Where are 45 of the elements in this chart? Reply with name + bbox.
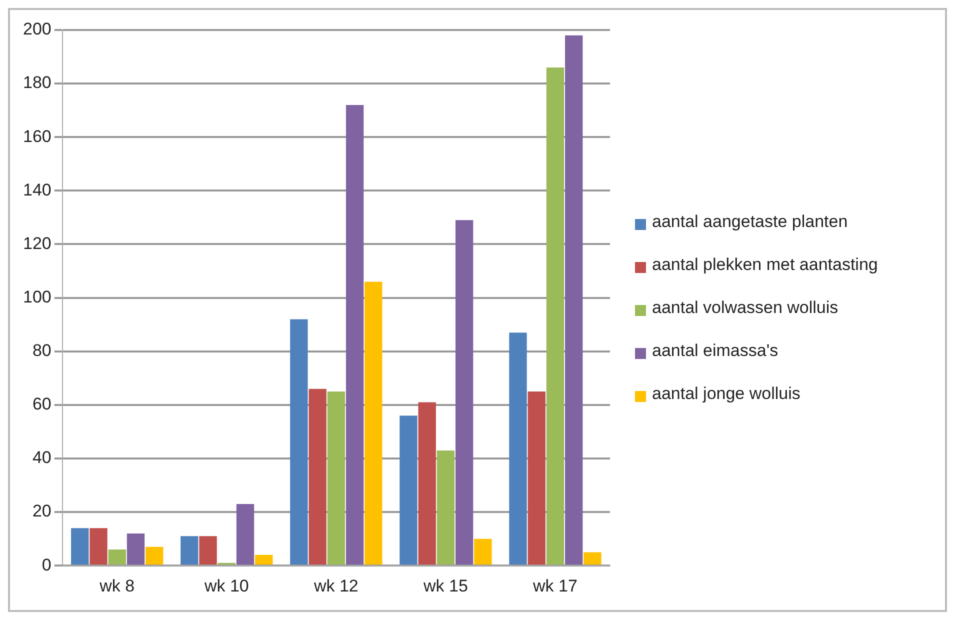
bar [565, 35, 583, 565]
x-tick-label: wk 15 [422, 576, 468, 596]
bar [509, 332, 527, 565]
bar [327, 392, 346, 565]
legend-label: aantal volwassen wolluis [652, 296, 840, 318]
bar [199, 536, 217, 565]
legend-label: aantal eimassa's [652, 340, 780, 362]
y-tick-label: 200 [22, 20, 52, 39]
bar [180, 536, 198, 565]
x-tick-label: wk 17 [532, 576, 578, 596]
bar [474, 538, 492, 565]
legend-label: aantal plekken met aantasting [652, 254, 879, 276]
bar [400, 416, 418, 565]
y-tick-label: 160 [22, 126, 52, 146]
bar [90, 528, 108, 565]
bar [528, 392, 546, 565]
legend-label: aantal aangetaste planten [652, 210, 849, 232]
bar [308, 388, 326, 565]
bar [346, 104, 364, 565]
y-tick-label: 180 [22, 73, 52, 92]
bar [126, 533, 145, 565]
bar [584, 552, 602, 565]
y-tick-label: 100 [22, 287, 52, 306]
x-tick-label: wk 10 [203, 576, 249, 596]
bar [546, 67, 564, 565]
bar [290, 319, 308, 565]
bar [364, 282, 382, 565]
bar [108, 550, 126, 565]
y-tick-label: 40 [32, 448, 52, 468]
y-tick-label: 20 [32, 502, 52, 521]
y-tick-label: 60 [32, 394, 52, 414]
x-tick-label: wk 12 [312, 576, 358, 596]
bar [255, 554, 273, 565]
y-tick-label: 0 [42, 555, 52, 574]
bar [146, 546, 164, 565]
bar [418, 402, 436, 565]
legend-label: aantal jonge wolluis [652, 382, 802, 404]
bar [436, 450, 455, 565]
bar [455, 220, 474, 565]
bar [236, 504, 254, 565]
bar [71, 528, 89, 565]
x-tick-label: wk 8 [98, 576, 135, 596]
y-tick-label: 80 [32, 341, 52, 360]
y-tick-label: 140 [22, 180, 52, 200]
y-tick-label: 120 [22, 234, 52, 253]
